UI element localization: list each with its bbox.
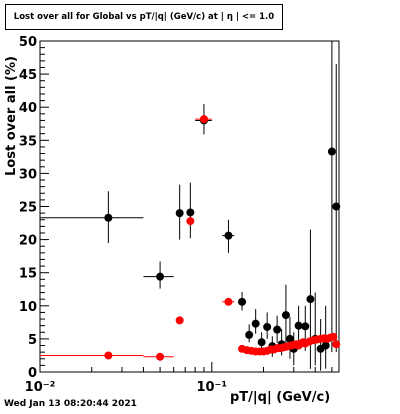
y-tick-label: 25 — [19, 201, 37, 216]
data-point — [294, 321, 303, 330]
x-tick-labels: 10⁻² 10⁻¹ — [25, 380, 227, 395]
y-tick-label: 35 — [19, 134, 37, 149]
data-point — [186, 217, 195, 226]
data-point — [285, 334, 294, 343]
y-tick-label: 10 — [19, 300, 37, 315]
y-tick-label: 20 — [19, 234, 37, 249]
chart-title: Lost over all for Global vs pT/|q| (GeV/… — [5, 4, 283, 30]
data-point — [329, 332, 338, 341]
data-point — [327, 147, 336, 156]
data-point — [332, 340, 341, 349]
series-black — [40, 41, 341, 371]
data-point — [104, 351, 113, 360]
data-point — [245, 330, 254, 339]
y-tick-label: 30 — [19, 167, 37, 182]
data-point — [273, 325, 282, 334]
y-tick-labels: 0 5 10 15 20 25 30 35 40 45 50 — [19, 35, 37, 381]
axis-ticks — [39, 40, 333, 373]
data-point — [238, 297, 247, 306]
data-point — [263, 322, 272, 331]
x-tick-label: 10⁻² — [25, 380, 56, 395]
x-axis-label: pT/|q| (GeV/c) — [230, 390, 331, 405]
data-point — [199, 115, 208, 124]
data-point — [175, 209, 184, 218]
data-point — [224, 231, 233, 240]
data-point — [175, 316, 184, 325]
data-point — [321, 341, 330, 350]
data-point — [251, 319, 260, 328]
y-tick-label: 5 — [28, 333, 37, 348]
data-point — [301, 322, 310, 331]
x-tick-label: 10⁻¹ — [196, 380, 227, 395]
data-point — [224, 297, 233, 306]
y-tick-label: 50 — [19, 35, 37, 50]
data-point — [156, 352, 165, 361]
data-point — [281, 311, 290, 320]
data-point — [186, 208, 195, 217]
y-tick-label: 15 — [19, 267, 37, 282]
y-axis-label: Lost over all (%) — [4, 56, 19, 176]
y-tick-label: 45 — [19, 68, 37, 83]
data-point — [156, 272, 165, 281]
plot-frame — [39, 40, 340, 373]
timestamp-footer: Wed Jan 13 08:20:44 2021 — [4, 399, 137, 409]
y-tick-label: 0 — [28, 366, 37, 381]
y-tick-label: 40 — [19, 101, 37, 116]
data-point — [332, 202, 341, 211]
data-point — [104, 213, 113, 222]
data-point — [306, 295, 315, 304]
series-red — [40, 115, 341, 361]
data-point — [257, 338, 266, 347]
